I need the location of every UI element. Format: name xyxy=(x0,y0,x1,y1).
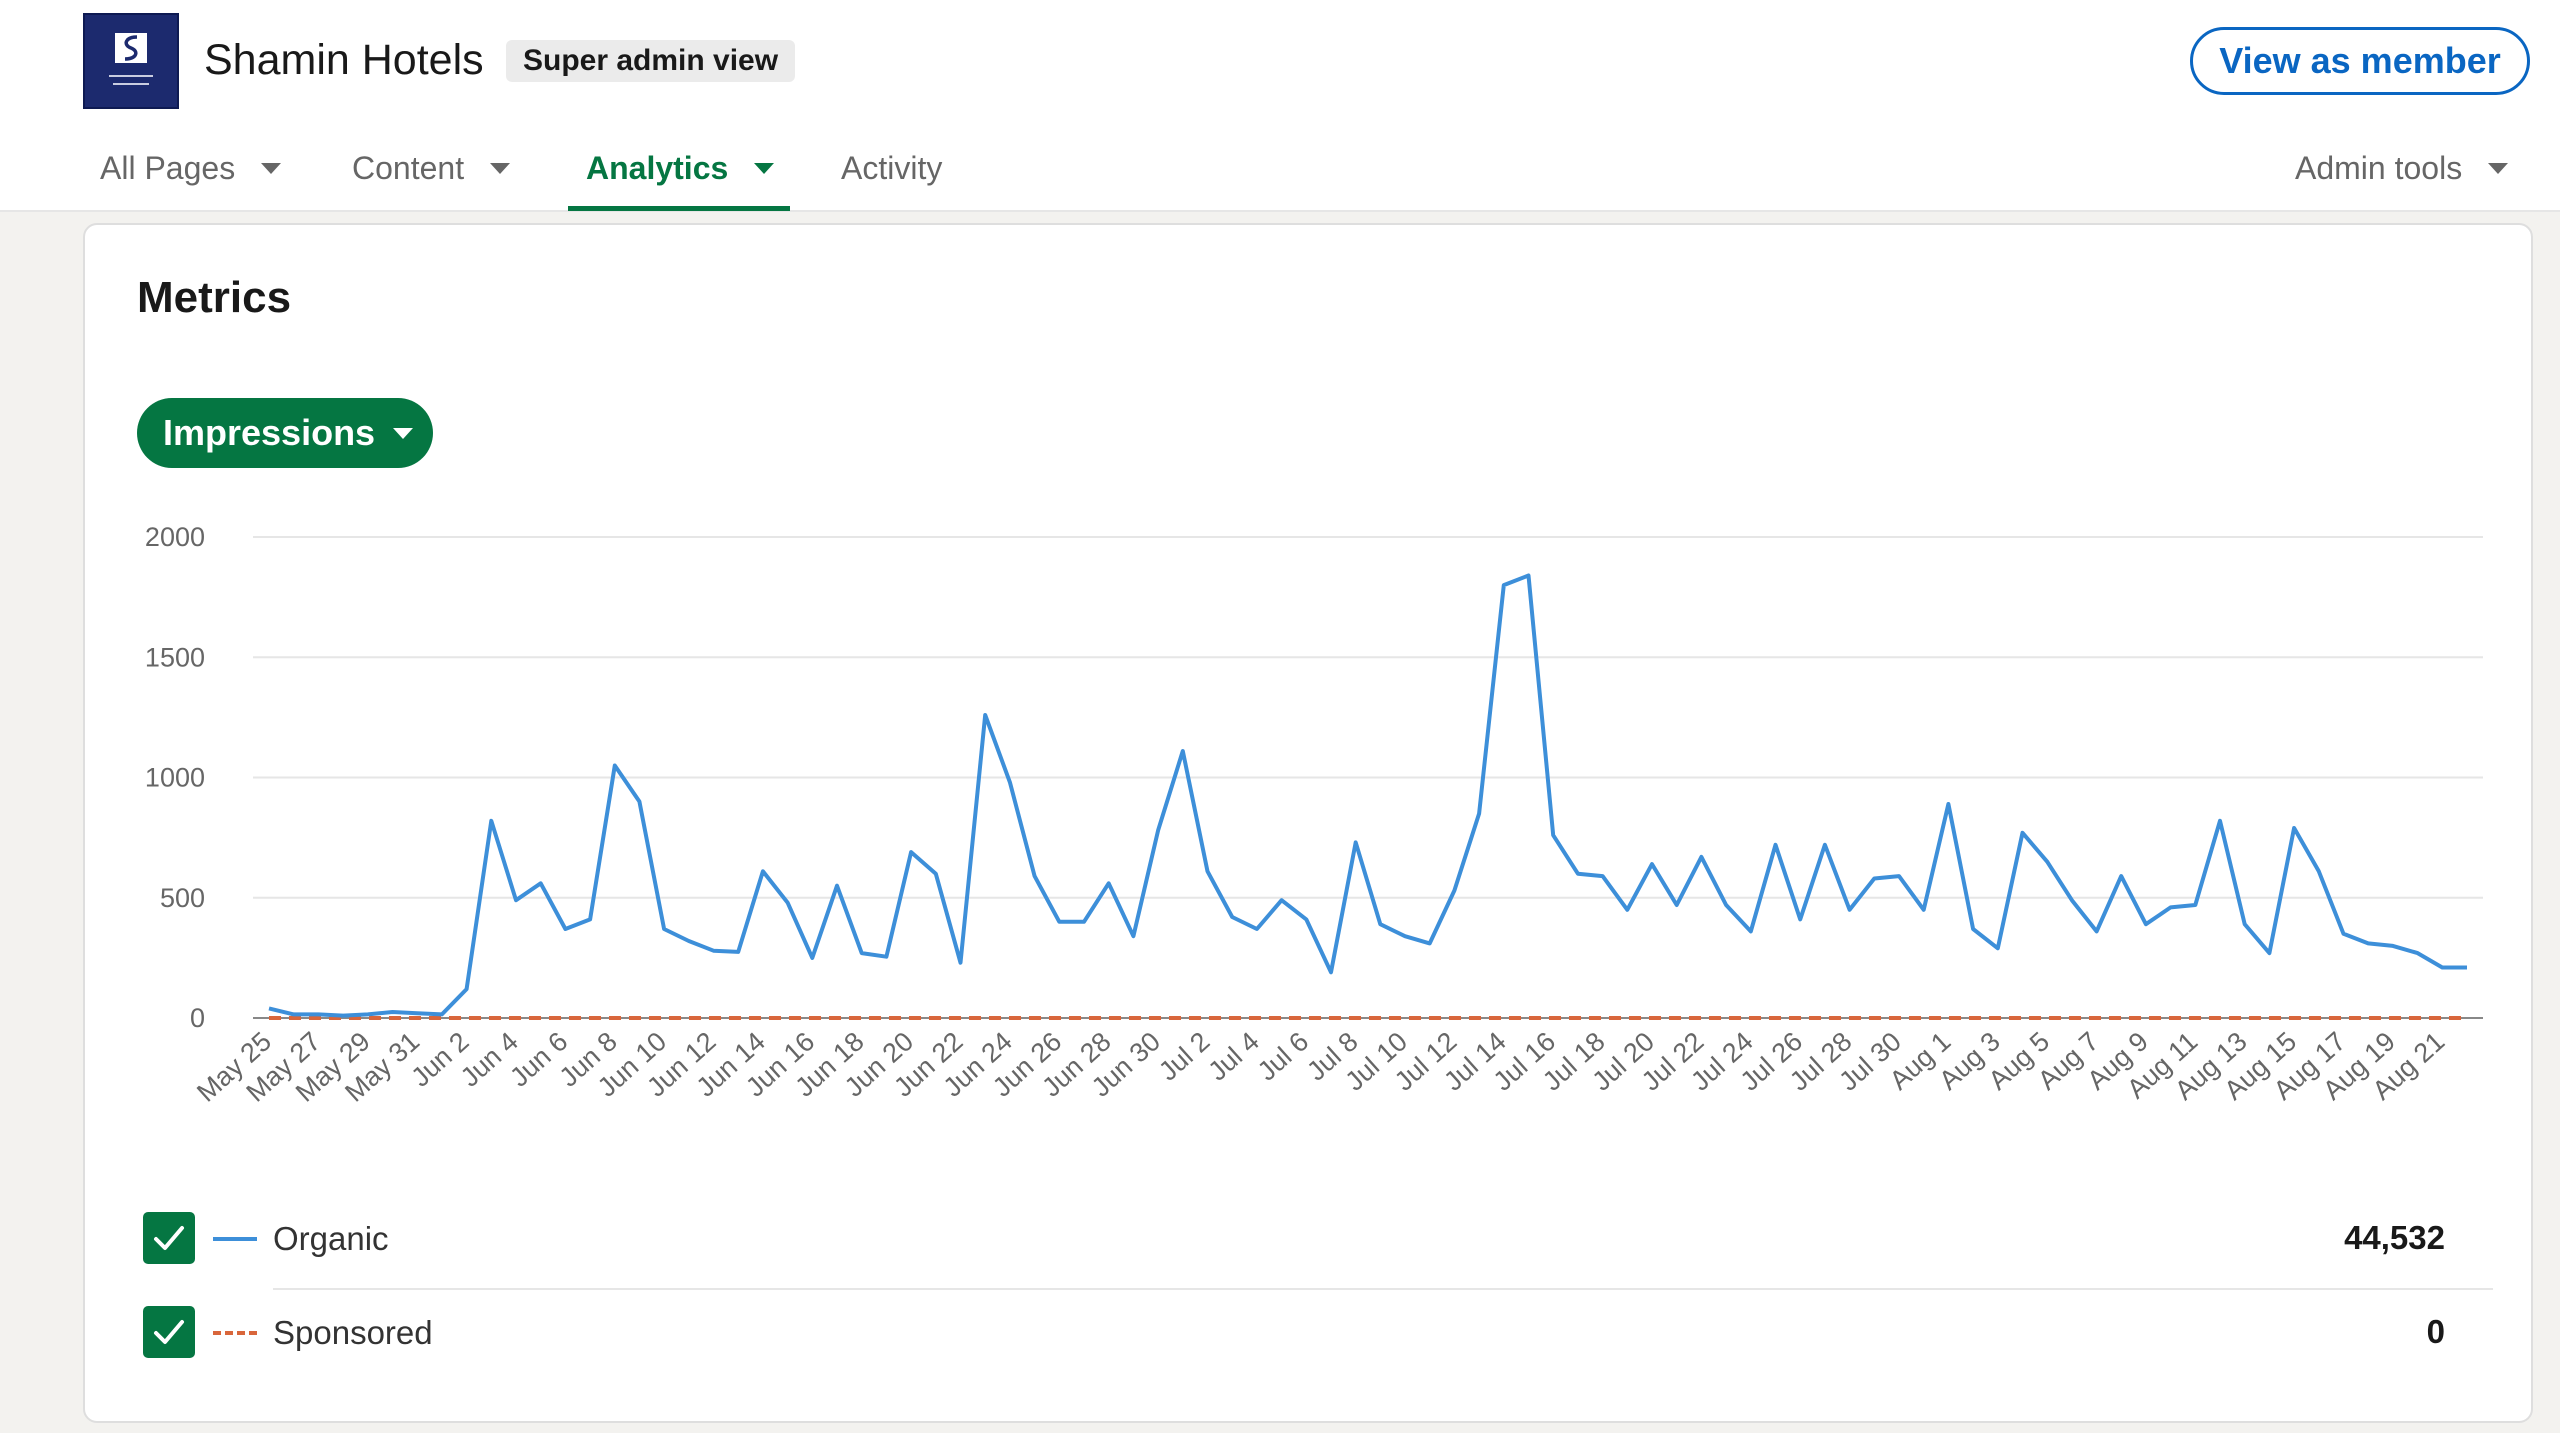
chevron-down-icon xyxy=(393,427,414,439)
admin-tools-label: Admin tools xyxy=(2295,150,2463,186)
metrics-card: Metrics Impressions 0 500 1000 1500 2000 May … xyxy=(83,223,2533,1423)
x-tick-label: Jul 6 xyxy=(1252,1026,1314,1086)
sponsored-checkbox[interactable] xyxy=(143,1306,195,1358)
x-tick-label: Jun 2 xyxy=(405,1026,474,1092)
tab-all-pages[interactable]: All Pages xyxy=(100,150,282,187)
metric-selector-label: Impressions xyxy=(163,412,376,453)
tab-activity[interactable]: Activity xyxy=(841,150,942,187)
legend-divider xyxy=(273,1288,2493,1290)
company-logo[interactable] xyxy=(83,13,179,109)
company-name[interactable]: Shamin Hotels xyxy=(204,36,484,84)
metric-selector-button[interactable]: Impressions xyxy=(137,398,433,468)
tab-label: Analytics xyxy=(586,150,729,186)
tab-analytics[interactable]: Analytics xyxy=(586,150,775,187)
organic-checkbox[interactable] xyxy=(143,1212,195,1264)
y-tick-label: 1500 xyxy=(145,642,205,672)
y-tick-label: 0 xyxy=(190,1003,205,1033)
organic-line-swatch xyxy=(213,1237,257,1241)
chevron-down-icon xyxy=(2488,163,2509,174)
x-tick-label: Jun 4 xyxy=(455,1026,524,1092)
active-tab-indicator xyxy=(568,206,790,211)
admin-tools-menu[interactable]: Admin tools xyxy=(2295,150,2509,187)
y-tick-label: 500 xyxy=(160,883,205,913)
legend-row-organic: Organic 44,532 xyxy=(85,1209,2535,1269)
y-tick-label: 2000 xyxy=(145,522,205,552)
tab-label: Activity xyxy=(841,150,943,186)
checkmark-icon xyxy=(154,1226,184,1250)
y-tick-label: 1000 xyxy=(145,763,205,793)
x-tick-label: Jul 4 xyxy=(1202,1026,1264,1086)
organic-total: 44,532 xyxy=(2344,1219,2445,1256)
logo-mark-icon xyxy=(109,33,153,85)
sponsored-total: 0 xyxy=(2426,1313,2445,1350)
admin-view-badge: Super admin view xyxy=(506,40,796,82)
metrics-title: Metrics xyxy=(137,273,292,322)
tab-label: All Pages xyxy=(100,150,236,186)
view-as-member-button[interactable]: View as member xyxy=(2190,27,2530,95)
checkmark-icon xyxy=(154,1320,184,1344)
chevron-down-icon xyxy=(754,163,775,174)
tab-label: Content xyxy=(352,150,465,186)
chevron-down-icon xyxy=(490,163,511,174)
x-tick-label: Jun 6 xyxy=(504,1026,573,1092)
x-tick-label: Jul 2 xyxy=(1153,1026,1215,1086)
sponsored-line-swatch xyxy=(213,1331,257,1335)
series-line-organic xyxy=(268,573,2467,1018)
sponsored-label: Sponsored xyxy=(273,1314,433,1351)
chevron-down-icon xyxy=(261,163,282,174)
organic-label: Organic xyxy=(273,1220,389,1257)
page-header: Shamin Hotels Super admin view View as m… xyxy=(0,0,2560,212)
tab-content[interactable]: Content xyxy=(352,150,511,187)
legend-row-sponsored: Sponsored 0 xyxy=(85,1303,2535,1363)
